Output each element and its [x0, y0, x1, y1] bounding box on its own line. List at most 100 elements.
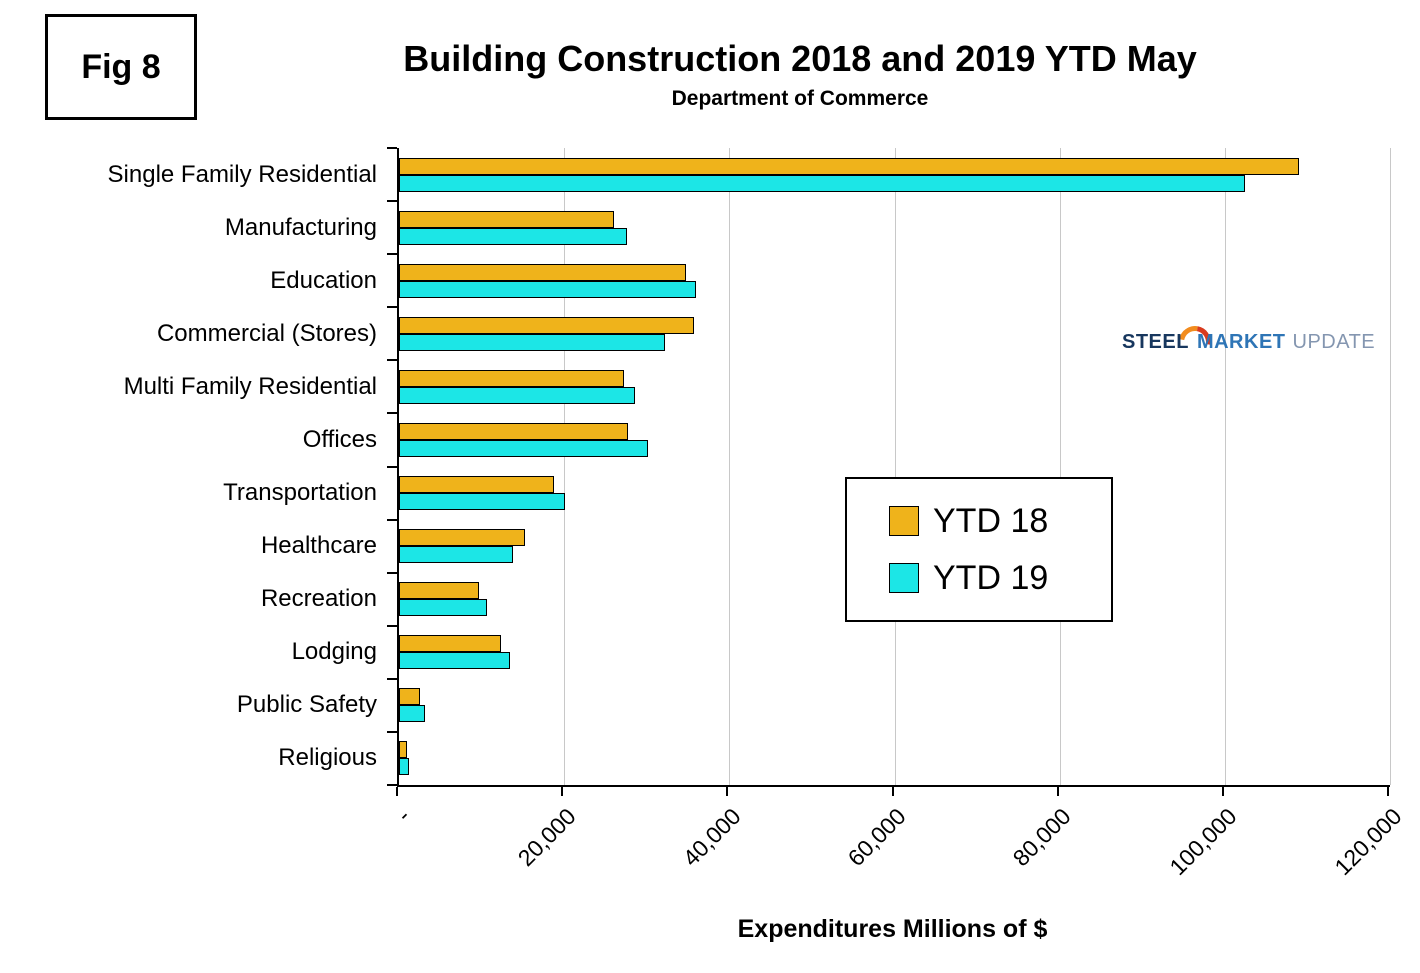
category-label: Commercial (Stores) [156, 319, 377, 347]
chart-subtitle: Department of Commerce [671, 87, 929, 111]
legend-swatch-ytd19 [889, 563, 919, 593]
x-tick-label-wrap: 100,000 [1053, 803, 1241, 880]
category-label: Healthcare [260, 532, 377, 560]
legend-item-ytd18: YTD 18 [889, 502, 1111, 541]
x-tick-mark [1056, 787, 1059, 796]
category-label: Multi Family Residential [123, 372, 377, 400]
y-tick-mark [387, 518, 397, 521]
bar-group [399, 467, 1390, 520]
bar-ytd-18 [399, 741, 408, 759]
plot-area [397, 148, 1391, 787]
bar-ytd-19 [399, 599, 488, 617]
category-label: Religious [278, 744, 377, 772]
bar-group [399, 254, 1390, 307]
bar-ytd-19 [399, 386, 636, 404]
x-tick-label-wrap: 20,000 [392, 803, 580, 871]
category-label: Single Family Residential [107, 160, 377, 188]
bar-ytd-18 [399, 582, 480, 600]
x-tick-mark [396, 787, 398, 796]
y-tick-mark [387, 677, 397, 680]
y-tick-mark [387, 306, 397, 309]
bar-ytd-19 [399, 280, 697, 298]
category-label: Recreation [260, 585, 377, 613]
x-tick-mark [1221, 787, 1224, 796]
bar-ytd-18 [399, 210, 614, 228]
bar-ytd-19 [399, 174, 1246, 192]
x-tick-mark [1387, 787, 1389, 796]
bar-group [399, 732, 1390, 785]
x-tick-mark [726, 787, 729, 796]
category-label: Lodging [291, 638, 377, 666]
category-label: Education [270, 266, 377, 294]
smu-logo-update-text: UPDATE [1292, 330, 1376, 353]
category-axis-labels: Single Family Residential Manufacturing Ed… [0, 148, 389, 785]
bar-group [399, 679, 1390, 732]
y-tick-mark [387, 465, 397, 468]
category-label: Transportation [223, 479, 377, 507]
smu-logo-market-text: MARKET [1196, 330, 1286, 353]
category-label: Offices [302, 425, 377, 453]
x-tick-mark [561, 787, 564, 796]
legend-label-ytd18: YTD 18 [933, 501, 1049, 540]
bar-ytd-19 [399, 439, 648, 457]
bar-group [399, 520, 1390, 573]
legend-label-ytd19: YTD 19 [933, 558, 1049, 597]
bar-ytd-18 [399, 422, 628, 440]
bar-ytd-18 [399, 316, 694, 334]
y-tick-mark [387, 571, 397, 574]
gridline [564, 148, 566, 785]
x-tick-label-wrap: 60,000 [723, 803, 911, 871]
bar-ytd-19 [399, 493, 565, 511]
bar-ytd-18 [399, 157, 1300, 175]
bar-ytd-19 [399, 227, 627, 245]
bar-ytd-18 [399, 369, 624, 387]
gridline [1059, 148, 1061, 785]
chart-title: Building Construction 2018 and 2019 YTD … [403, 38, 1197, 79]
bar-group [399, 360, 1390, 413]
y-tick-mark [387, 253, 397, 256]
bar-ytd-18 [399, 476, 555, 494]
category-label: Manufacturing [224, 213, 377, 241]
bar-ytd-18 [399, 529, 526, 547]
figure-number-box: Fig 8 [45, 14, 197, 120]
bar-ytd-19 [399, 705, 426, 723]
x-axis-title: Expenditures Millions of $ [737, 915, 1048, 943]
bar-ytd-18 [399, 263, 687, 281]
legend: YTD 18 YTD 19 [845, 477, 1113, 622]
gridline [1390, 148, 1391, 785]
y-tick-mark [387, 359, 397, 362]
legend-item-ytd19: YTD 19 [889, 559, 1111, 598]
y-tick-mark [387, 200, 397, 203]
legend-swatch-ytd18 [889, 506, 919, 536]
x-tick-label: 120,000 [1329, 803, 1407, 881]
x-tick-label-wrap: 40,000 [557, 803, 746, 871]
bar-group [399, 201, 1390, 254]
gridline [729, 148, 731, 785]
smu-logo-steel-text: STEEL [1122, 330, 1189, 353]
x-tick-label-wrap: 120,000 [1218, 803, 1406, 880]
bar-ytd-19 [399, 758, 409, 776]
y-tick-mark [387, 624, 397, 627]
x-tick-mark [891, 787, 894, 796]
title-block: Building Construction 2018 and 2019 YTD … [190, 38, 1410, 111]
bar-group [399, 413, 1390, 466]
x-tick-label-wrap: 80,000 [888, 803, 1076, 871]
bar-ytd-18 [399, 635, 501, 653]
bar-group [399, 148, 1390, 201]
bar-group [399, 626, 1390, 679]
y-tick-mark [387, 784, 397, 786]
figure-number-label: Fig 8 [81, 47, 161, 86]
bar-ytd-19 [399, 652, 510, 670]
bar-ytd-19 [399, 546, 513, 564]
bar-group [399, 307, 1390, 360]
y-tick-mark [387, 147, 397, 149]
category-label: Public Safety [236, 691, 377, 719]
x-tick-label-wrap: - [227, 803, 416, 830]
bar-ytd-19 [399, 333, 665, 351]
gridline [894, 148, 896, 785]
bar-group [399, 573, 1390, 626]
y-tick-mark [387, 412, 397, 415]
y-tick-mark [387, 730, 397, 733]
gridline [1224, 148, 1226, 785]
